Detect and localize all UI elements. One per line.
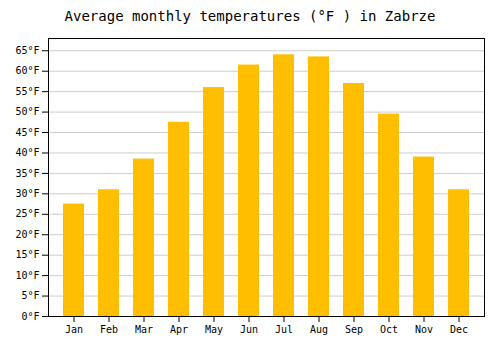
svg-text:Dec: Dec: [450, 324, 468, 335]
svg-text:0°F: 0°F: [21, 311, 39, 322]
svg-text:35°F: 35°F: [15, 168, 39, 179]
svg-text:Aug: Aug: [310, 324, 328, 335]
svg-text:25°F: 25°F: [15, 208, 39, 219]
svg-text:50°F: 50°F: [15, 106, 39, 117]
svg-text:Sep: Sep: [345, 324, 363, 335]
svg-text:10°F: 10°F: [15, 270, 39, 281]
svg-text:60°F: 60°F: [15, 65, 39, 76]
svg-text:20°F: 20°F: [15, 229, 39, 240]
svg-text:30°F: 30°F: [15, 188, 39, 199]
svg-text:Jan: Jan: [65, 324, 83, 335]
svg-text:Nov: Nov: [415, 324, 433, 335]
svg-text:Oct: Oct: [380, 324, 398, 335]
html-text:Average monthly temperatures (: Average monthly temperatures (°F ) in Za…: [64, 8, 436, 24]
svg-text:45°F: 45°F: [15, 127, 39, 138]
svg-text:65°F: 65°F: [15, 45, 39, 56]
svg-text:Apr: Apr: [170, 324, 188, 335]
svg-text:5°F: 5°F: [21, 290, 39, 301]
svg-text:Mar: Mar: [135, 324, 153, 335]
svg-text:55°F: 55°F: [15, 86, 39, 97]
svg-text:May: May: [205, 324, 223, 335]
svg-text:Feb: Feb: [100, 324, 118, 335]
svg-text:40°F: 40°F: [15, 147, 39, 158]
svg-text:15°F: 15°F: [15, 249, 39, 260]
svg-text:Jul: Jul: [275, 324, 293, 335]
svg-text:Jun: Jun: [240, 324, 258, 335]
